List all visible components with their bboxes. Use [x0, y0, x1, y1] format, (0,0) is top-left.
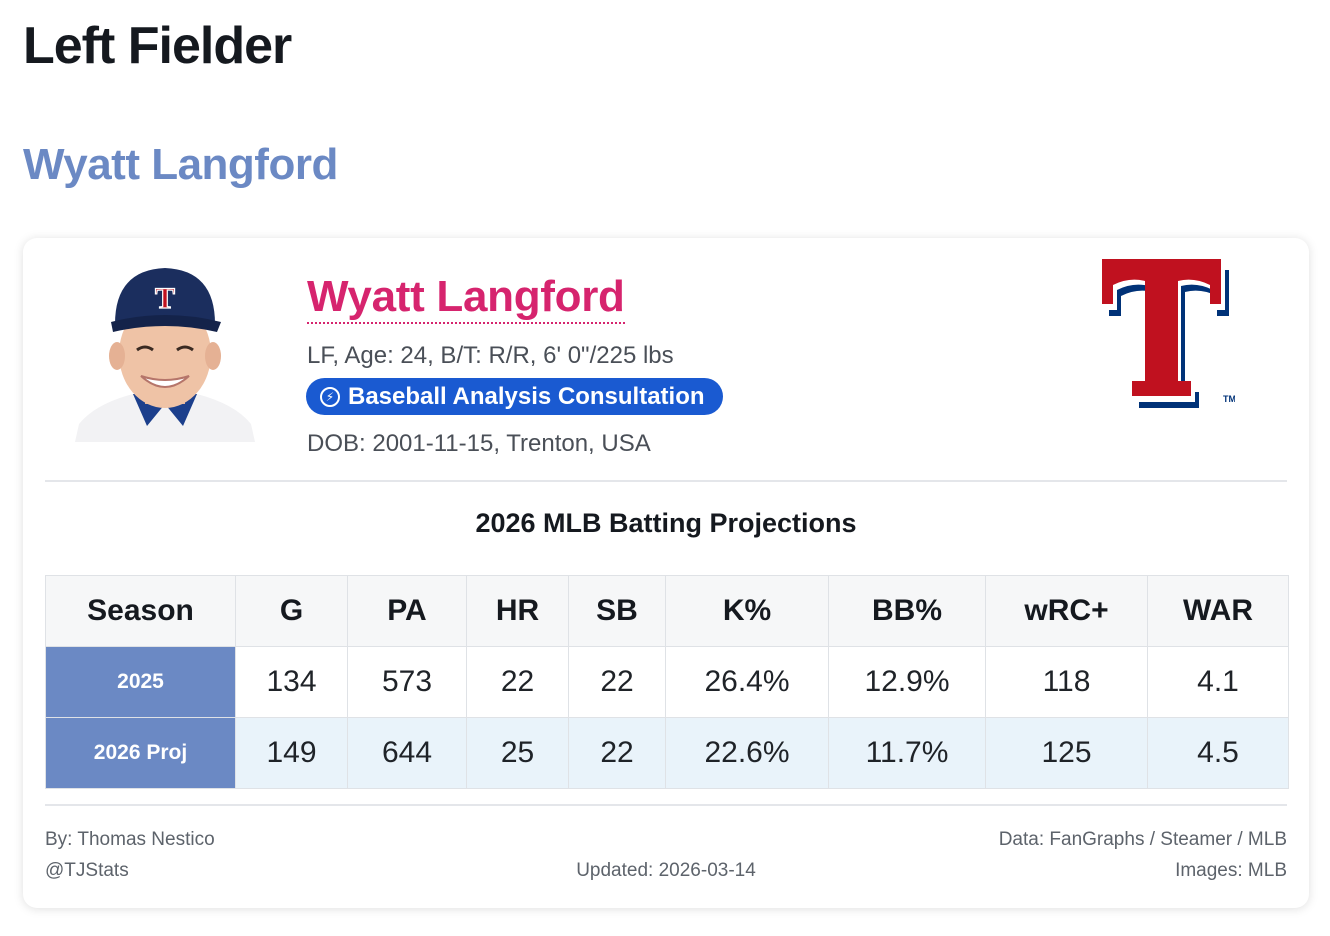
table-row: 2026 Proj 149 644 25 22 22.6% 11.7% 125 … — [45, 717, 1289, 789]
footer-images-source: Images: MLB — [1175, 860, 1287, 881]
table-cell: 22 — [466, 646, 569, 718]
footer-author: By: Thomas Nestico — [45, 829, 215, 850]
footer-data-source: Data: FanGraphs / Steamer / MLB — [998, 829, 1287, 850]
table-cell: 149 — [235, 717, 348, 789]
table-cell: 25 — [466, 717, 569, 789]
table-cell: 573 — [347, 646, 467, 718]
column-header-bb-pct: BB% — [828, 575, 986, 647]
footer-updated: Updated: 2026-03-14 — [576, 860, 756, 881]
column-header-pa: PA — [347, 575, 467, 647]
player-dob: DOB: 2001-11-15, Trenton, USA — [307, 430, 651, 457]
player-bio: LF, Age: 24, B/T: R/R, 6' 0"/225 lbs — [307, 342, 674, 369]
column-header-k-pct: K% — [665, 575, 829, 647]
svg-text:T: T — [155, 282, 175, 315]
lightning-icon: ⚡ — [320, 386, 340, 407]
column-header-wrc-plus: wRC+ — [985, 575, 1148, 647]
table-cell: 26.4% — [665, 646, 829, 718]
column-header-season: Season — [45, 575, 236, 647]
player-headshot: T — [75, 264, 255, 442]
season-cell: 2026 Proj — [45, 717, 236, 789]
footer-credits: By: Thomas Nestico @TJStats — [45, 824, 215, 886]
projections-table: Season G PA HR SB K% BB% wRC+ WAR 2025 1… — [45, 575, 1289, 789]
table-cell: 4.1 — [1147, 646, 1289, 718]
column-header-sb: SB — [568, 575, 666, 647]
table-cell: 644 — [347, 717, 467, 789]
table-cell: 125 — [985, 717, 1148, 789]
texas-rangers-logo: TM — [1101, 258, 1236, 408]
consultation-button[interactable]: ⚡ Baseball Analysis Consultation — [306, 378, 723, 415]
table-cell: 118 — [985, 646, 1148, 718]
table-cell: 12.9% — [828, 646, 986, 718]
player-name-link[interactable]: Wyatt Langford — [307, 272, 625, 324]
table-cell: 22 — [568, 717, 666, 789]
footer-sources: Data: FanGraphs / Steamer / MLB Images: … — [999, 824, 1287, 886]
column-header-hr: HR — [466, 575, 569, 647]
table-header-row: Season G PA HR SB K% BB% wRC+ WAR — [45, 575, 1289, 647]
table-cell: 22.6% — [665, 717, 829, 789]
footer-handle: @TJStats — [45, 860, 129, 881]
player-card: T Wyatt Langford LF, Age: 24, B/T: R/R, … — [23, 238, 1309, 908]
player-section-heading: Wyatt Langford — [23, 140, 338, 189]
column-header-g: G — [235, 575, 348, 647]
table-cell: 22 — [568, 646, 666, 718]
consultation-button-label: Baseball Analysis Consultation — [348, 382, 705, 410]
player-headshot-image: T — [75, 268, 255, 442]
table-cell: 11.7% — [828, 717, 986, 789]
column-header-war: WAR — [1147, 575, 1289, 647]
page-title: Left Fielder — [23, 17, 292, 75]
footer-divider — [45, 804, 1287, 806]
trademark-mark: TM — [1223, 394, 1235, 404]
table-row: 2025 134 573 22 22 26.4% 12.9% 118 4.1 — [45, 646, 1289, 718]
projections-title: 2026 MLB Batting Projections — [475, 508, 857, 538]
season-cell: 2025 — [45, 646, 236, 718]
table-cell: 134 — [235, 646, 348, 718]
header-divider — [45, 480, 1287, 482]
table-cell: 4.5 — [1147, 717, 1289, 789]
